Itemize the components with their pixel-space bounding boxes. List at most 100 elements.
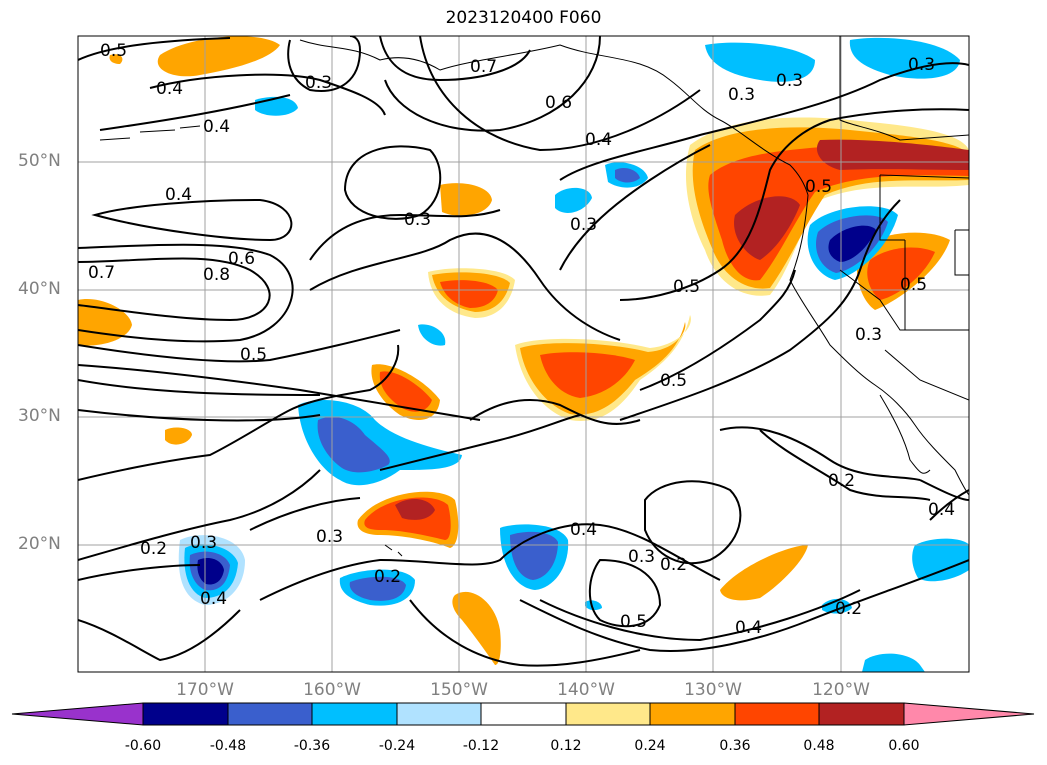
warm-area [720, 545, 808, 601]
colorbar-segment [311, 702, 398, 726]
contour-label: 0.3 [908, 55, 935, 75]
colorbar-segment [480, 702, 567, 726]
longitude-label: 160°W [303, 680, 361, 700]
cool-area [349, 576, 406, 601]
longitude-label: 140°W [557, 680, 615, 700]
coastlines [99, 36, 969, 557]
warm-area [452, 591, 501, 665]
colorbar-tick: -0.12 [462, 738, 500, 754]
colorbar-segment [142, 702, 229, 726]
cool-area [255, 96, 298, 116]
contour-label: 0.5 [900, 275, 927, 295]
colorbar-segment [565, 702, 651, 726]
contour-label: 0.3 [628, 547, 655, 567]
contour-label: 0.3 [190, 533, 217, 553]
plot-frame [77, 35, 970, 673]
warm-area [165, 427, 192, 445]
colorbar-segment [818, 702, 905, 726]
warm-area [867, 247, 935, 300]
contour-labels: 0.5 0.4 0.3 0.7 0.6 0.3 0.3 0.4 0.4 0.3 … [88, 41, 955, 638]
latitude-label: 50°N [18, 151, 61, 171]
contour-label: 0.6 [228, 249, 255, 269]
contour-lines [78, 36, 969, 667]
colorbar-tick: -0.36 [293, 738, 331, 754]
contour-label: 0.5 [673, 277, 700, 297]
colorbar-tick: 0.48 [803, 738, 835, 754]
contour-label: 0.2 [140, 539, 167, 559]
contour-label: 0.2 [660, 555, 687, 575]
cool-area [418, 324, 446, 346]
contour-label: 0.4 [203, 117, 230, 137]
colorbar-tick: 0.12 [550, 738, 582, 754]
contour-label: 0.8 [203, 265, 230, 285]
colorbar-segment [396, 702, 482, 726]
contour-label: 0.4 [165, 185, 192, 205]
longitude-label: 150°W [430, 680, 488, 700]
cool-area [615, 167, 640, 183]
colorbar-tick: 0.60 [888, 738, 920, 754]
warm-area [440, 280, 498, 308]
cool-area [912, 538, 969, 582]
warm-area [734, 196, 800, 260]
contour-label: 0.3 [316, 527, 343, 547]
latitude-label: 30°N [18, 406, 61, 426]
warm-area [157, 36, 280, 77]
contour-label: 0.4 [200, 589, 227, 609]
colorbar-segment [227, 702, 313, 726]
contour-label: 0.3 [570, 215, 597, 235]
latitude-label: 20°N [18, 534, 61, 554]
colorbar-tick: 0.24 [634, 738, 666, 754]
contour-label: 0.5 [805, 177, 832, 197]
warm-area [379, 371, 432, 412]
colorbar [11, 702, 1035, 726]
contour-label: 0.6 [545, 93, 572, 113]
contour-label: 0.3 [855, 325, 882, 345]
colorbar-segment [903, 702, 1035, 726]
contour-label: 0.2 [835, 599, 862, 619]
warm-area [440, 183, 492, 216]
warm-area [109, 54, 123, 64]
map-title: 2023120400 F060 [445, 8, 602, 28]
contour-label: 0.4 [156, 79, 183, 99]
shaded-field [78, 36, 969, 672]
contour-label: 0.4 [928, 500, 955, 520]
colorbar-tick: 0.36 [719, 738, 751, 754]
colorbar-segment [649, 702, 736, 726]
contour-label: 0.3 [404, 210, 431, 230]
colorbar-segment [11, 702, 144, 726]
colorbar-segment [734, 702, 820, 726]
cool-area [862, 653, 925, 672]
contour-label: 0.4 [735, 618, 762, 638]
cool-area [828, 225, 876, 262]
colorbar-tick: -0.48 [209, 738, 247, 754]
latitude-label: 40°N [18, 279, 61, 299]
contour-label: 0.5 [660, 371, 687, 391]
contour-label: 0.2 [374, 567, 401, 587]
colorbar-tick: -0.60 [124, 738, 162, 754]
cool-area [849, 37, 960, 79]
contour-label: 0.3 [776, 71, 803, 91]
contour-label: 0.3 [305, 73, 332, 93]
contour-label: 0.5 [100, 41, 127, 61]
contour-label: 0.3 [728, 85, 755, 105]
contour-label: 0.7 [470, 57, 497, 77]
contour-label: 0.7 [88, 263, 115, 283]
cool-area [822, 598, 852, 614]
contour-label: 0.4 [585, 130, 612, 150]
cool-area [197, 558, 224, 585]
longitude-label: 120°W [812, 680, 870, 700]
cool-area [585, 600, 602, 611]
contour-label: 0.5 [240, 345, 267, 365]
warm-area [540, 352, 635, 398]
warm-area [395, 498, 435, 520]
longitude-label: 130°W [684, 680, 742, 700]
cool-area [705, 42, 815, 82]
contour-label: 0.4 [570, 520, 597, 540]
contour-label: 0.5 [620, 612, 647, 632]
colorbar-tick: -0.24 [378, 738, 416, 754]
contour-label: 0.2 [828, 471, 855, 491]
cool-area [317, 416, 390, 473]
gridlines [78, 36, 969, 672]
longitude-label: 170°W [176, 680, 234, 700]
